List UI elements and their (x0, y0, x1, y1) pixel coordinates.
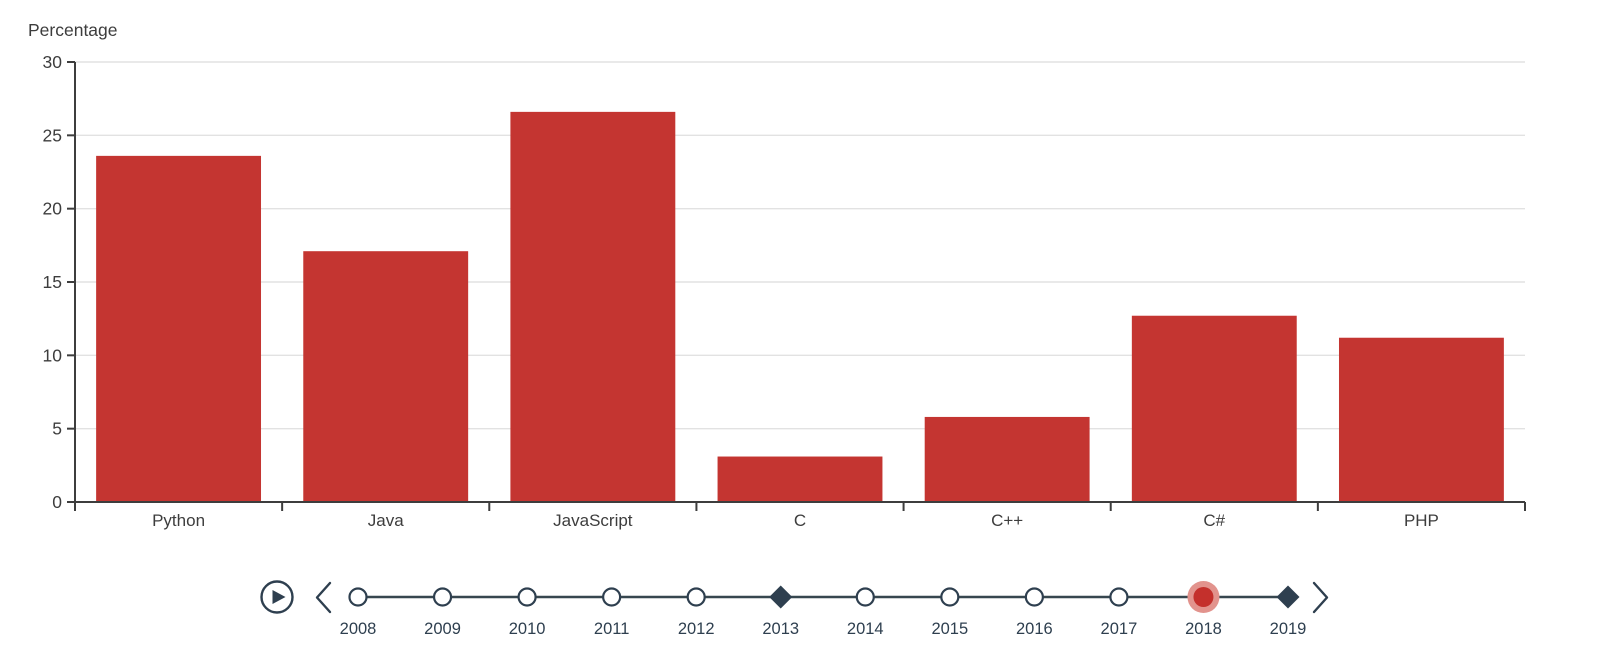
chevron-left-icon[interactable] (315, 581, 332, 614)
bar-php[interactable] (1338, 337, 1504, 502)
y-tick-label: 15 (43, 272, 62, 292)
category-label-c: C (794, 511, 806, 530)
y-tick-label: 10 (43, 345, 63, 365)
category-label-python: Python (152, 511, 205, 530)
timeline-marker-2009[interactable] (432, 587, 453, 607)
timeline-year-label-2019[interactable]: 2019 (1270, 620, 1307, 638)
category-labels: Python Java JavaScript C C++ C# PHP (152, 511, 1439, 530)
y-axis-title: Percentage (28, 20, 118, 40)
category-label-c-: C++ (991, 511, 1023, 530)
timeline-marker-2008[interactable] (348, 587, 368, 607)
timeline-year-label-2010[interactable]: 2010 (509, 620, 546, 638)
y-tick-label: 25 (43, 125, 62, 145)
x-axis (74, 501, 1526, 511)
timeline-year-label-2008[interactable]: 2008 (340, 620, 377, 638)
category-label-java: Java (368, 511, 404, 530)
timeline-year-label-2018[interactable]: 2018 (1185, 620, 1222, 638)
bar-javascript[interactable] (510, 111, 676, 502)
play-button[interactable] (260, 580, 294, 614)
bar-java[interactable] (303, 251, 469, 502)
timeline-year-label-2011[interactable]: 2011 (594, 620, 629, 638)
timeline-marker-2017[interactable] (1109, 587, 1129, 607)
timeline-marker-2016[interactable] (1024, 587, 1044, 607)
timeline-marker-diamond-2019[interactable] (1276, 585, 1300, 609)
timeline-year-label-2014[interactable]: 2014 (847, 620, 884, 638)
timeline-year-labels: 2008 2009 2010 2011 2012 2013 2014 2015 2016 2017… (340, 620, 1307, 638)
timeline-marker-2014[interactable] (855, 587, 875, 607)
category-label-javascript: JavaScript (553, 511, 633, 530)
y-tick-label: 0 (52, 492, 62, 512)
timeline-marker-2010[interactable] (517, 587, 537, 607)
timeline-year-label-2017[interactable]: 2017 (1101, 620, 1138, 638)
y-tick-label: 30 (43, 52, 63, 72)
timeline-year-label-2012[interactable]: 2012 (678, 620, 715, 638)
timeline-marker-diamond-2013[interactable] (769, 585, 793, 609)
timeline-year-label-2013[interactable]: 2013 (762, 620, 799, 638)
play-button-ring (260, 580, 294, 614)
category-label-php: PHP (1404, 511, 1439, 530)
bar-python[interactable] (96, 155, 262, 502)
play-icon (272, 590, 286, 604)
timeline-year-label-2009[interactable]: 2009 (424, 620, 461, 638)
y-axis: 0 5 10 15 20 25 30 (43, 52, 76, 512)
timeline-marker-2011[interactable] (602, 587, 622, 607)
chevron-right-icon[interactable] (1312, 581, 1329, 614)
category-label-c-: C# (1203, 511, 1225, 530)
timeline-markers (348, 581, 1300, 613)
timeline-marker-selected-2018[interactable] (1193, 587, 1214, 607)
y-tick-label: 5 (52, 419, 62, 439)
bar-c-[interactable] (924, 416, 1090, 502)
timeline-marker-2012[interactable] (686, 587, 706, 607)
timeline-year-label-2016[interactable]: 2016 (1016, 620, 1053, 638)
timeline-slider: 2008 2009 2010 2011 2012 2013 2014 2015 2016 2017… (260, 580, 1329, 638)
timeline-marker-2015[interactable] (940, 587, 960, 607)
y-tick-label: 20 (43, 199, 63, 219)
timeline-year-label-2015[interactable]: 2015 (931, 620, 968, 638)
bar-c[interactable] (717, 456, 883, 502)
bar-series (96, 111, 1504, 502)
gridlines (75, 61, 1525, 430)
bar-c-[interactable] (1131, 315, 1297, 502)
